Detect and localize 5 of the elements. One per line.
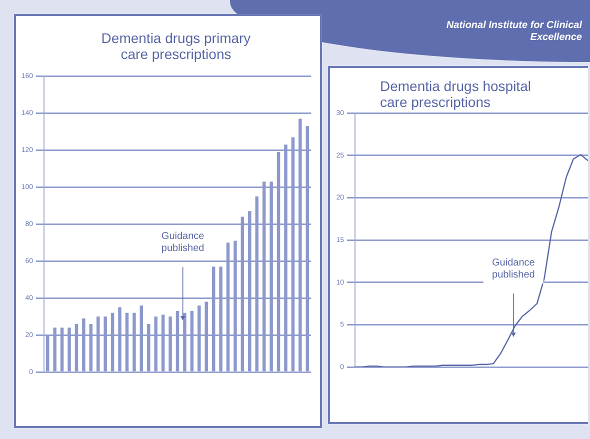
- annotation: Guidance published: [161, 230, 205, 254]
- text: National Institute for Clinical Excellence: [445, 20, 582, 44]
- chart-title: Dementia drugs primary care prescriptions: [86, 30, 266, 62]
- chart-title: Dementia drugs hospital care prescriptions: [380, 78, 555, 110]
- annotation: Guidance published: [492, 257, 536, 280]
